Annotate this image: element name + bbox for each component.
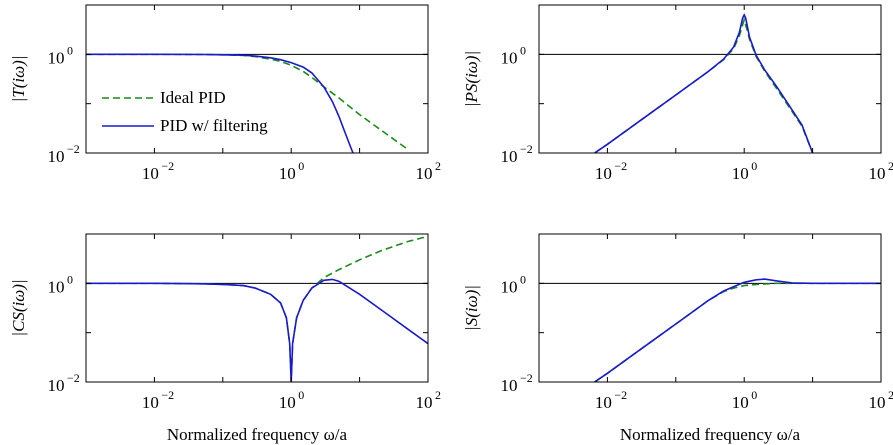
x-tick-label: 10 (416, 164, 433, 183)
series-line-ideal-pid (594, 17, 814, 153)
x-tick-exponent: 0 (298, 159, 304, 173)
x-tick-label: 10 (869, 164, 886, 183)
x-axis-label: Normalized frequency ω/a (620, 425, 801, 444)
x-tick-label: 10 (279, 393, 296, 412)
y-tick-label: 10 (48, 48, 65, 67)
x-tick-label: 10 (595, 164, 612, 183)
x-tick-label: 10 (279, 164, 296, 183)
y-tick-label: 10 (501, 48, 518, 67)
series-line-pid-filtering (594, 278, 881, 382)
y-axis-label: |PS(iω)| (462, 51, 481, 107)
y-tick-exponent: 0 (67, 272, 73, 286)
y-tick-label: 10 (501, 147, 518, 166)
x-tick-exponent: 2 (435, 159, 441, 173)
x-tick-label: 10 (142, 164, 159, 183)
series-line-ideal-pid (594, 282, 881, 382)
x-tick-label: 10 (416, 393, 433, 412)
series-line-ideal-pid (86, 235, 428, 382)
y-axis-label: |S(iω)| (462, 285, 481, 331)
x-tick-exponent: 2 (435, 388, 441, 402)
x-tick-label: 10 (595, 393, 612, 412)
chart-panel-3: 10 −2 10 0 10 210 −210 0|CS(iω)|Normalized freq… (9, 233, 441, 444)
y-tick-label: 10 (48, 277, 65, 296)
x-tick-exponent: −2 (161, 388, 174, 402)
y-tick-exponent: −2 (520, 371, 533, 385)
y-axis-label: |T(iω)| (9, 56, 28, 103)
series-line-pid-filtering (86, 53, 354, 153)
y-tick-label: 10 (501, 277, 518, 296)
y-tick-exponent: 0 (67, 43, 73, 57)
y-tick-exponent: −2 (67, 371, 80, 385)
y-tick-label: 10 (48, 376, 65, 395)
y-tick-label: 10 (501, 376, 518, 395)
legend-label: PID w/ filtering (160, 116, 268, 135)
y-tick-exponent: −2 (520, 142, 533, 156)
x-axis-label: Normalized frequency ω/a (167, 425, 348, 444)
x-tick-exponent: 2 (888, 159, 893, 173)
x-tick-exponent: 0 (751, 159, 757, 173)
axes-frame (85, 233, 429, 383)
series-line-pid-filtering (594, 13, 814, 153)
y-axis-label: |CS(iω)| (9, 279, 28, 336)
x-tick-exponent: −2 (614, 388, 627, 402)
chart-panel-2: 10 −2 10 0 10 210 −210 0|PS(iω)| (462, 4, 893, 183)
legend-label: Ideal PID (160, 88, 226, 107)
x-tick-label: 10 (732, 393, 749, 412)
series-line-pid-filtering (86, 278, 428, 382)
x-tick-exponent: 0 (298, 388, 304, 402)
x-tick-exponent: 2 (888, 388, 893, 402)
axes-frame (538, 233, 882, 383)
x-tick-label: 10 (869, 393, 886, 412)
x-tick-exponent: −2 (161, 159, 174, 173)
legend: Ideal PID PID w/ filtering (102, 88, 268, 135)
x-tick-exponent: 0 (751, 388, 757, 402)
x-tick-label: 10 (142, 393, 159, 412)
axes-frame (85, 4, 429, 154)
y-tick-label: 10 (48, 147, 65, 166)
y-tick-exponent: 0 (520, 43, 526, 57)
y-tick-exponent: 0 (520, 272, 526, 286)
x-tick-label: 10 (732, 164, 749, 183)
axes-frame (538, 4, 882, 154)
x-tick-exponent: −2 (614, 159, 627, 173)
chart-panel-4: 10 −2 10 0 10 210 −210 0|S(iω)|Normalized frequ… (462, 233, 893, 444)
y-tick-exponent: −2 (67, 142, 80, 156)
